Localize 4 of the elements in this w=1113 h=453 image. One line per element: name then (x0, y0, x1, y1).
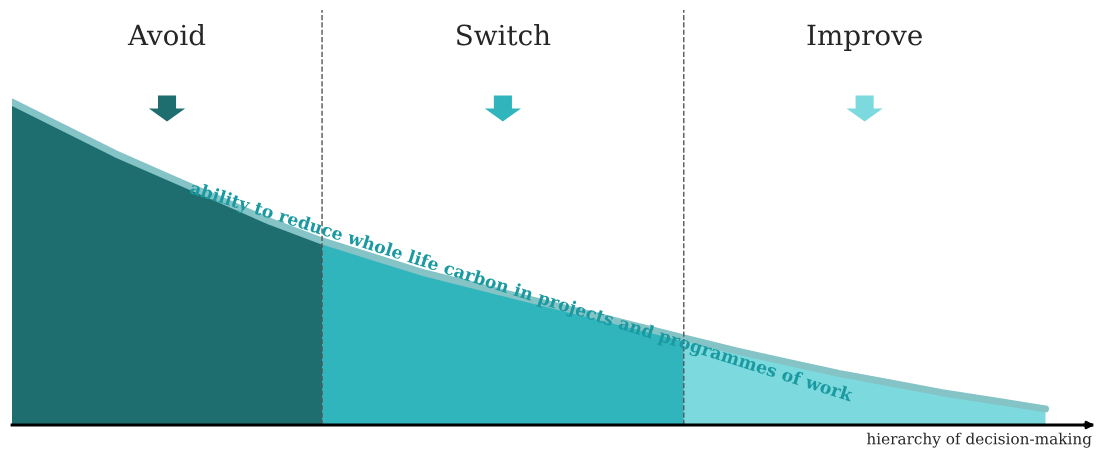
x-axis-title: hierarchy of decision-making (866, 432, 1092, 448)
text: Avoid (127, 24, 206, 46)
text: Switch (457, 24, 551, 46)
text: Improve (807, 24, 922, 51)
